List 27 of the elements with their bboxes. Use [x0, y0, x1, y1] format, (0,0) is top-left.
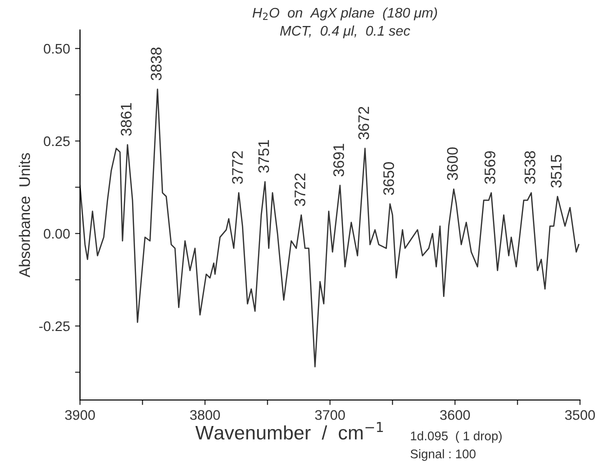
- annotation: 3538: [524, 151, 536, 184]
- x-axis-title: Wavenumber / cm$^{−1}$: [195, 422, 383, 440]
- x-tick-label: 3500: [565, 410, 595, 420]
- annotation: 3600: [447, 147, 458, 180]
- annotation: 3515: [550, 154, 562, 188]
- annotation: 3751: [258, 140, 270, 173]
- annotation: 3650: [383, 162, 394, 195]
- y-axis-title: Absorbance Units: [18, 153, 30, 278]
- text: Signal : 100: [410, 449, 476, 461]
- x-tick-label: 3600: [440, 410, 470, 420]
- y-tick-label: 0.50: [44, 44, 70, 54]
- x-tick-label: 3700: [315, 410, 345, 420]
- y-tick-label: 0.25: [44, 136, 70, 146]
- x-tick-label: 3900: [65, 410, 95, 420]
- x-tick-label: 3800: [190, 410, 220, 420]
- annotation: 3569: [484, 151, 496, 184]
- annotation: 3861: [120, 103, 132, 136]
- y-tick-label: -0.25: [39, 321, 70, 332]
- chart-title: H$_{2}$O on AgX plane (180 μm): [252, 7, 438, 20]
- annotation: 3772: [232, 151, 243, 184]
- chart-subtitle: MCT, 0.4 μl, 0.1 sec: [280, 26, 410, 38]
- annotation: 3691: [333, 144, 344, 176]
- annotation: 3722: [294, 173, 306, 206]
- y-tick-label: 0.00: [44, 228, 70, 239]
- annotation: 3838: [150, 48, 162, 80]
- annotation: 3672: [358, 106, 370, 140]
- text: 1d.095 ( 1 drop): [410, 431, 502, 443]
